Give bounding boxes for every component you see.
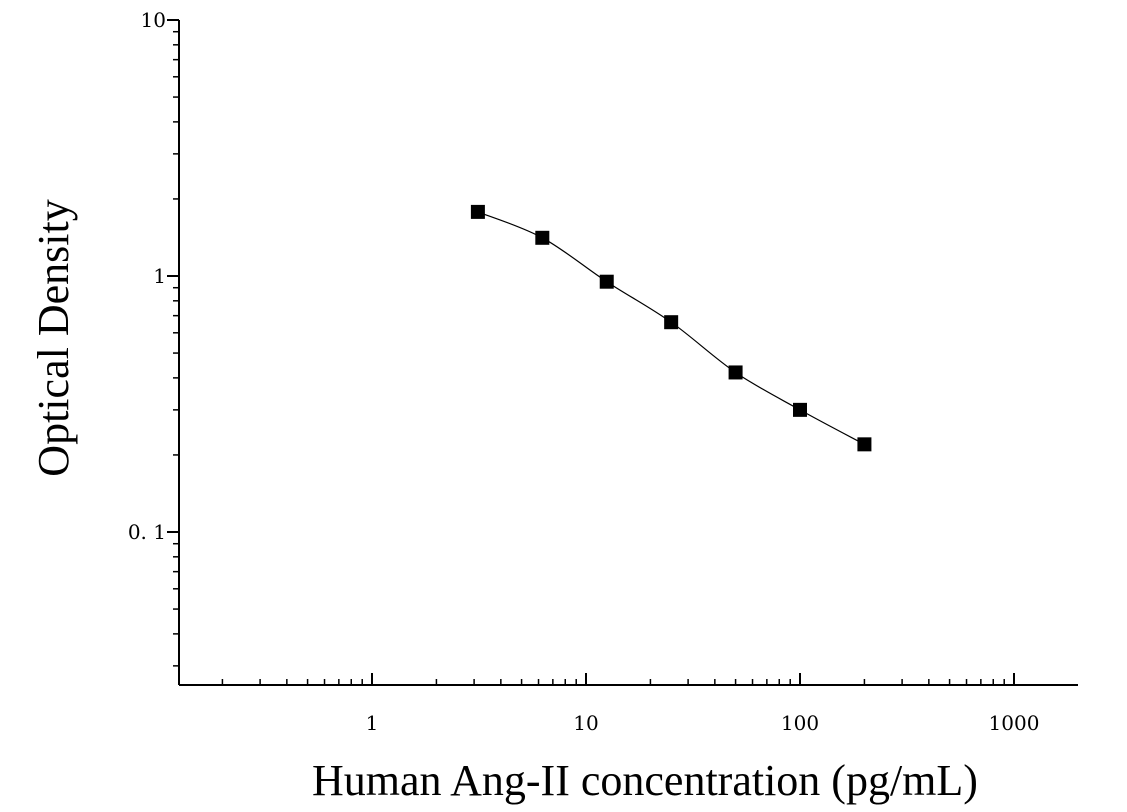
tick-labels: 1 10 100 1000 0. 1 1 10 xyxy=(128,8,1040,735)
x-tick-label: 1000 xyxy=(989,711,1040,735)
x-tick-label: 1 xyxy=(366,711,379,735)
x-tick-label: 100 xyxy=(781,711,819,735)
data-point xyxy=(728,365,743,380)
minor-ticks xyxy=(173,30,1005,685)
x-axis-title: Human Ang-II concentration (pg/mL) xyxy=(312,756,978,805)
major-ticks xyxy=(167,19,1015,685)
data-point xyxy=(599,274,614,289)
y-tick-label: 10 xyxy=(141,8,166,32)
x-tick-label: 10 xyxy=(573,711,598,735)
data-point xyxy=(470,204,485,219)
y-tick-label: 1 xyxy=(153,264,166,288)
data-points xyxy=(470,204,872,452)
y-tick-label: 0. 1 xyxy=(128,520,166,544)
data-point xyxy=(857,437,872,452)
data-point xyxy=(793,402,807,417)
y-axis-title: Optical Density xyxy=(29,199,78,476)
data-point xyxy=(664,315,679,330)
data-point xyxy=(535,230,550,245)
